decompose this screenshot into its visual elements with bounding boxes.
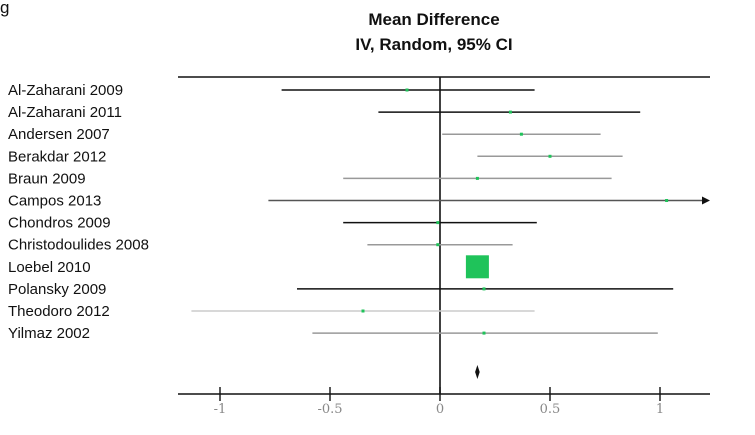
study-label-2: Andersen 2007: [8, 126, 110, 143]
chart-title-line-1: Mean Difference: [368, 10, 499, 29]
point-estimate-9: [482, 287, 486, 291]
point-estimate-5: [665, 199, 669, 202]
ci-arrow-5: [702, 196, 710, 205]
study-label-8: Loebel 2010: [8, 259, 91, 276]
study-label-11: Yilmaz 2002: [8, 325, 90, 342]
point-estimate-8: [465, 255, 489, 279]
study-label-9: Polansky 2009: [8, 281, 106, 298]
point-estimate-11: [482, 331, 486, 335]
point-estimate-10: [361, 309, 365, 313]
point-estimate-1: [508, 110, 512, 114]
point-estimate-0: [405, 88, 409, 92]
study-label-3: Berakdar 2012: [8, 148, 106, 165]
study-label-5: Campos 2013: [8, 193, 101, 210]
point-estimate-7: [436, 243, 440, 247]
study-label-7: Christodoulides 2008: [8, 237, 149, 254]
study-label-6: Chondros 2009: [8, 215, 111, 232]
x-tick-label-0: -1: [214, 402, 227, 417]
x-tick-label-1: -0.5: [317, 402, 342, 417]
panel-label: g: [0, 0, 9, 17]
study-label-4: Braun 2009: [8, 170, 86, 187]
pooled-estimate-diamond: [475, 365, 480, 379]
point-estimate-4: [475, 176, 479, 180]
x-tick-label-3: 0.5: [540, 402, 561, 417]
chart-title-line-2: IV, Random, 95% CI: [355, 35, 512, 54]
study-label-0: Al-Zaharani 2009: [8, 82, 123, 99]
x-tick-label-4: 1: [656, 402, 664, 417]
point-estimate-3: [548, 154, 552, 158]
study-label-1: Al-Zaharani 2011: [8, 104, 122, 121]
study-label-10: Theodoro 2012: [8, 303, 110, 320]
plot-area: -1 -0.5 0 0.5 1 Al-Zaharani 2009 Al-Zaharani 2…: [8, 76, 710, 417]
x-tick-label-2: 0: [436, 402, 444, 417]
point-estimate-2: [519, 132, 523, 136]
point-estimate-6: [436, 221, 440, 225]
